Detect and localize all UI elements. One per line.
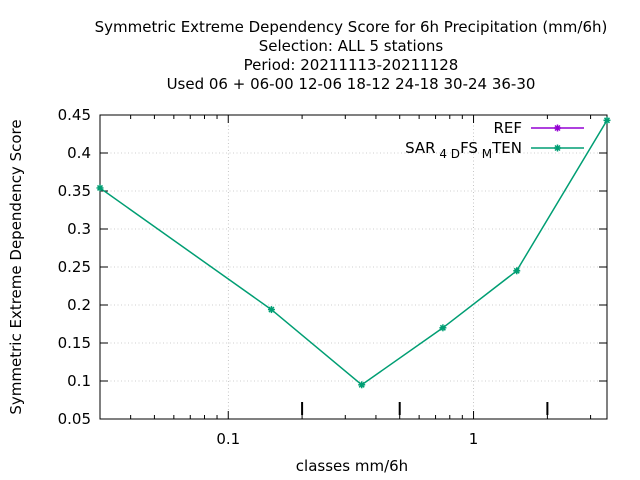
tick-layer: 0.05 0.1 0.15 0.2 0.25 0.3 0.35 0.4 0.45 0.1 1: [58, 106, 607, 448]
legend-marker: [554, 124, 561, 132]
marker-dot: [441, 326, 445, 330]
marker-dot: [555, 126, 560, 130]
y-tick-label: 0.4: [67, 144, 91, 162]
marker-dot: [269, 307, 274, 312]
y-tick-label: 0.3: [67, 220, 91, 238]
marker-dot: [359, 383, 364, 387]
data-point: [603, 116, 611, 124]
y-tick-label: 0.35: [58, 182, 91, 200]
marker-dot: [514, 269, 519, 273]
y-tick-label: 0.05: [58, 410, 91, 428]
title-line-3: Period: 20211113-20211128: [244, 56, 459, 74]
y-tick-label: 0.45: [58, 106, 91, 124]
data-point: [267, 306, 275, 314]
series-layer: [96, 116, 611, 389]
marker-dot: [605, 118, 609, 123]
x-axis-label: classes mm/6h: [296, 457, 408, 475]
marker-dot: [555, 146, 560, 150]
legend: REF SAR 4 DFS MTEN: [405, 119, 584, 161]
legend-label-ref: REF: [493, 119, 522, 137]
y-tick-label: 0.2: [67, 296, 91, 314]
data-point: [439, 324, 447, 332]
data-point: [358, 381, 366, 389]
grid-layer: [100, 115, 607, 419]
title-line-4: Used 06 + 06-00 12-06 18-12 24-18 30-24 …: [167, 75, 536, 93]
x-tick-label: 1: [469, 430, 479, 448]
legend-label-sar: SAR 4 DFS MTEN: [405, 139, 522, 161]
y-tick-label: 0.1: [67, 372, 91, 390]
data-point: [513, 267, 521, 275]
y-tick-label: 0.25: [58, 258, 91, 276]
series-line: [99, 119, 608, 386]
x-tick-label: 0.1: [216, 430, 240, 448]
legend-marker: [554, 144, 561, 152]
y-axis-label: Symmetric Extreme Dependency Score: [7, 119, 25, 414]
plot-frame: [99, 114, 608, 420]
marker-dot: [98, 186, 102, 190]
title-line-1: Symmetric Extreme Dependency Score for 6…: [95, 18, 608, 36]
chart-title: Symmetric Extreme Dependency Score for 6…: [95, 18, 608, 93]
y-tick-label: 0.15: [58, 334, 91, 352]
legend-entry-ref: REF: [493, 119, 584, 137]
legend-entry-sar: SAR 4 DFS MTEN: [405, 139, 584, 161]
data-point: [96, 184, 104, 192]
title-line-2: Selection: ALL 5 stations: [259, 37, 444, 55]
